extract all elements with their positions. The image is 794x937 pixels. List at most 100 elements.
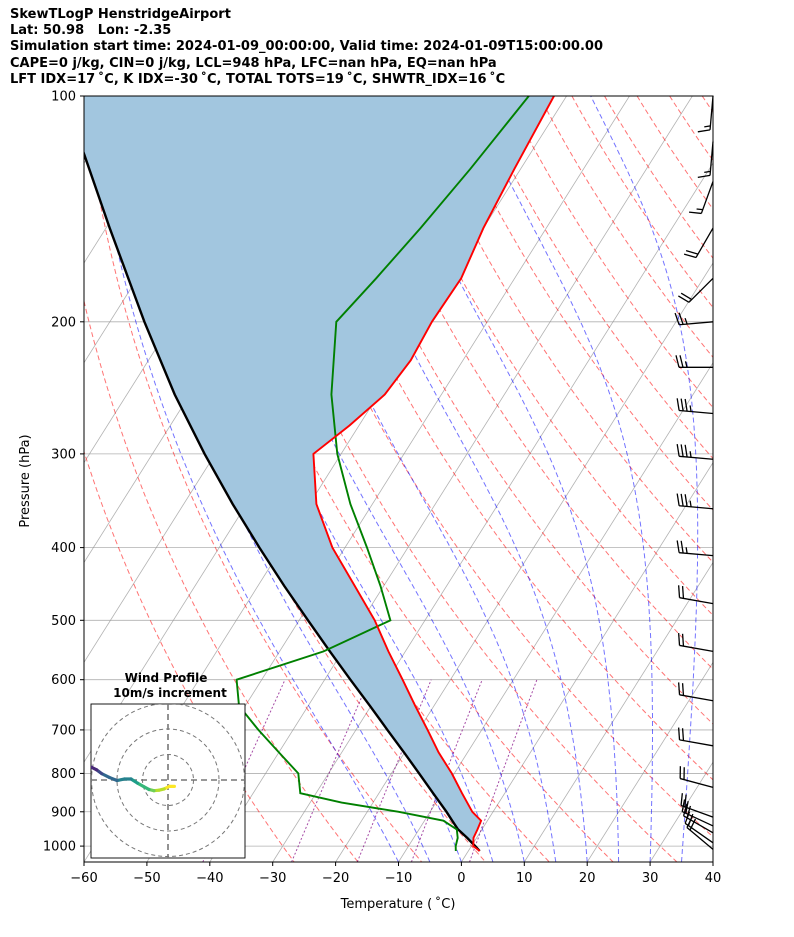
- hodograph-inset: Wind Profile 10m/s increment: [90, 671, 246, 859]
- location-line: Lat: 50.98 Lon: -2.35: [10, 23, 172, 39]
- x-tick-label: 30: [642, 871, 659, 886]
- hodograph-subtitle: 10m/s increment: [113, 686, 227, 700]
- dry-adiabat-line: [604, 96, 713, 260]
- wind-barb-flag: [677, 682, 681, 695]
- x-tick-label: 0: [457, 871, 465, 886]
- dry-adiabat-line: [636, 96, 713, 210]
- wind-barb-flag: [680, 793, 683, 806]
- wind-barb: [677, 727, 714, 747]
- y-tick-label: 700: [51, 723, 76, 738]
- wind-barb-staff: [679, 455, 714, 460]
- isotherm-line: [461, 461, 713, 862]
- wind-barb-staff: [700, 181, 714, 214]
- mixing-ratio-line: [356, 679, 432, 862]
- wind-barb: [676, 443, 714, 460]
- wind-barb-half-flag: [704, 125, 711, 128]
- dry-adiabat-line: [735, 96, 794, 862]
- wind-barb-staff: [679, 739, 714, 747]
- x-tick-label: 20: [579, 871, 596, 886]
- y-tick-label: 600: [51, 673, 76, 688]
- wind-barb: [676, 493, 714, 510]
- wind-barbs: [674, 95, 714, 850]
- indices-line-2: LFT IDX=17 ˚C, K IDX=-30 ˚C, TOTAL TOTS=…: [10, 71, 506, 87]
- wind-barb-staff: [683, 815, 714, 834]
- dry-adiabat-line: [669, 96, 713, 162]
- moist-adiabat-line: [467, 96, 653, 862]
- y-tick-label: 200: [51, 315, 76, 330]
- isotherm-line: [712, 861, 713, 862]
- dry-adiabat-line: [538, 96, 713, 359]
- mixing-ratio-line: [291, 679, 370, 862]
- wind-barb-flag: [676, 398, 680, 411]
- moist-adiabat-line: [305, 96, 588, 862]
- x-tick-label: −50: [133, 871, 160, 886]
- wind-barb-half-flag: [684, 318, 688, 325]
- wind-barb-flag: [678, 295, 690, 303]
- parcel-profile-line: [84, 150, 481, 852]
- x-tick-label: 10: [516, 871, 533, 886]
- wind-barb-flag: [685, 250, 699, 255]
- wind-barb-flag: [677, 727, 681, 740]
- wind-barb-flag: [676, 493, 680, 506]
- wind-barb-staff: [679, 694, 714, 702]
- moist-adiabat-line: [250, 96, 557, 862]
- mixing-ratio-line: [469, 679, 538, 862]
- moist-adiabat-line: [89, 96, 399, 862]
- wind-barb-flag: [680, 292, 693, 301]
- wind-barb-flag: [676, 540, 680, 553]
- x-tick-label: 40: [705, 871, 722, 886]
- wind-barb-flag: [684, 444, 688, 458]
- y-tick-label: 300: [51, 447, 76, 462]
- isotherm-line: [649, 761, 713, 862]
- dry-adiabat-line: [701, 96, 713, 113]
- wind-barb-staff: [684, 822, 714, 844]
- wind-barb-half-flag: [689, 500, 692, 507]
- wind-barb: [679, 766, 714, 788]
- wind-barb-flag: [684, 494, 688, 507]
- isotherm-line: [523, 561, 713, 862]
- isotherm-line: [586, 661, 713, 862]
- dry-adiabat-line: [408, 96, 713, 564]
- wind-barb-flag: [685, 801, 689, 814]
- wind-barb-flag: [678, 312, 684, 325]
- dry-adiabat-line: [278, 96, 713, 781]
- wind-barb-flag: [697, 129, 711, 133]
- wind-barb-staff: [679, 597, 714, 605]
- wind-barb: [683, 227, 714, 259]
- wind-barb-half-flag: [684, 361, 688, 368]
- wind-barb: [675, 355, 713, 368]
- wind-barb-half-flag: [689, 451, 692, 458]
- wind-barb-flag: [674, 312, 680, 325]
- wind-barb-half-flag: [696, 208, 703, 211]
- header: SkewTLogP HenstridgeAirport Lat: 50.98 L…: [10, 7, 790, 88]
- dry-adiabat-line: [84, 98, 423, 862]
- moist-adiabat-line: [712, 856, 713, 862]
- wind-barb-flag: [697, 174, 711, 178]
- x-axis-label: Temperature ( ˚C): [340, 896, 456, 912]
- wind-barb-flag: [681, 633, 685, 647]
- wind-barb: [674, 312, 714, 326]
- wind-barb-staff: [679, 409, 714, 415]
- wind-barb: [697, 95, 714, 133]
- wind-barb-flag: [680, 493, 684, 507]
- wind-barb: [677, 682, 714, 702]
- cape-cin-shading: [84, 96, 554, 851]
- wind-barb-flag: [686, 816, 693, 828]
- wind-barb-half-flag: [689, 405, 692, 412]
- wind-barb: [678, 277, 714, 303]
- wind-barb: [686, 816, 714, 850]
- wind-barb-staff: [679, 777, 714, 788]
- wind-barb: [676, 540, 714, 557]
- x-tick-label: −10: [385, 871, 412, 886]
- axes: −60 −50 −40 −30 −20 −10 0 10 20 30 40 100 200 300 400 5…: [43, 90, 721, 887]
- wind-barb-flag: [679, 355, 684, 368]
- wind-barb: [697, 141, 714, 178]
- profiles: [84, 96, 555, 852]
- wind-barb: [681, 799, 714, 827]
- wind-barb-flag: [681, 799, 686, 812]
- y-axis-label: Pressure (hPa): [18, 434, 33, 527]
- wind-barb-staff: [695, 227, 714, 258]
- wind-barb-flag: [680, 444, 684, 457]
- wind-barb-flag: [683, 253, 697, 259]
